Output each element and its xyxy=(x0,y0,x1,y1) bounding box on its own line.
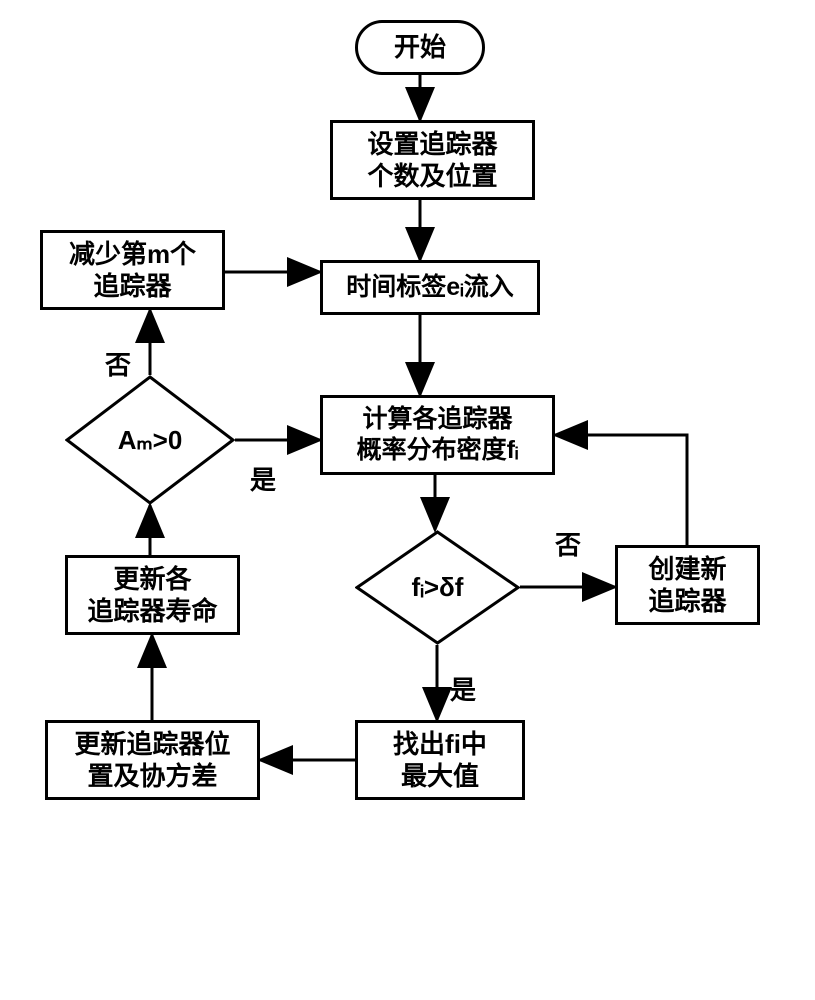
set-trackers-node: 设置追踪器个数及位置 xyxy=(330,120,535,200)
dec-fi-node: fᵢ>δf xyxy=(355,530,520,645)
edge-label: 否 xyxy=(105,345,131,382)
set-trackers-label: 设置追踪器个数及位置 xyxy=(367,128,497,193)
update-life-label: 更新各追踪器寿命 xyxy=(87,563,217,628)
edge-label: 是 xyxy=(250,460,276,497)
calc-fi-node: 计算各追踪器概率分布密度fᵢ xyxy=(320,395,555,475)
time-label-text: 时间标签eᵢ流入 xyxy=(346,272,513,303)
dec-am-node: Aₘ>0 xyxy=(65,375,235,505)
edge-label: 是 xyxy=(450,670,476,707)
find-max-label: 找出fi中最大值 xyxy=(393,728,487,793)
create-new-label: 创建新追踪器 xyxy=(648,553,726,618)
dec-fi-label: fᵢ>δf xyxy=(412,571,464,604)
create-new-node: 创建新追踪器 xyxy=(615,545,760,625)
reduce-m-label: 减少第m个追踪器 xyxy=(69,238,196,303)
calc-fi-label: 计算各追踪器概率分布密度fᵢ xyxy=(357,404,519,467)
update-pos-label: 更新追踪器位置及协方差 xyxy=(74,728,230,793)
time-label-node: 时间标签eᵢ流入 xyxy=(320,260,540,315)
find-max-node: 找出fi中最大值 xyxy=(355,720,525,800)
dec-am-label: Aₘ>0 xyxy=(118,424,183,457)
reduce-m-node: 减少第m个追踪器 xyxy=(40,230,225,310)
update-pos-node: 更新追踪器位置及协方差 xyxy=(45,720,260,800)
start-node: 开始 xyxy=(355,20,485,75)
start-label: 开始 xyxy=(394,31,446,64)
edge-label: 否 xyxy=(555,525,581,562)
update-life-node: 更新各追踪器寿命 xyxy=(65,555,240,635)
